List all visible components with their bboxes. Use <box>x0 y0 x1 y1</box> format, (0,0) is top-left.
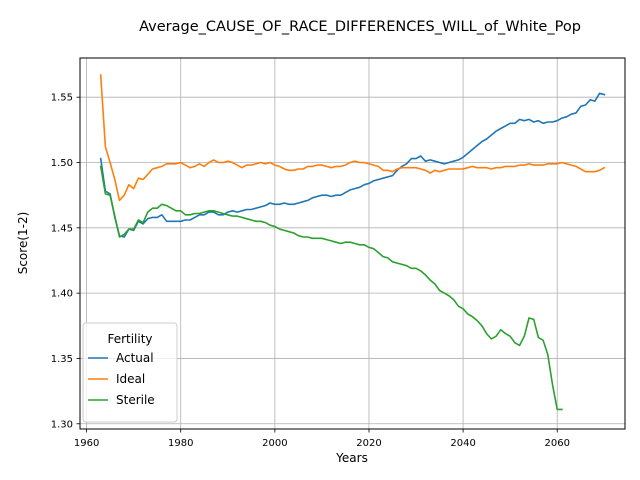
legend-entries: Actual Ideal Sterile <box>88 351 155 407</box>
x-tick-label: 2020 <box>356 438 381 449</box>
legend: Fertility Actual Ideal Sterile <box>82 322 178 423</box>
x-axis: 1960 1980 2000 2020 2040 2060 <box>74 429 570 449</box>
plot-area-frame <box>79 57 626 430</box>
x-tick-label: 2000 <box>262 438 287 449</box>
y-tick-label: 1.45 <box>51 223 73 234</box>
chart-title: Average_CAUSE_OF_RACE_DIFFERENCES_WILL_o… <box>139 19 581 35</box>
y-tick-label: 1.30 <box>51 419 73 430</box>
series-line-sterile <box>99 165 563 411</box>
series-line-actual <box>99 92 606 238</box>
x-tick-label: 2060 <box>545 438 570 449</box>
y-tick-label: 1.35 <box>51 354 73 365</box>
y-axis-label: Score(1-2) <box>16 212 30 275</box>
y-tick-label: 1.40 <box>51 289 73 300</box>
x-tick-label: 1980 <box>168 438 193 449</box>
legend-title: Fertility <box>107 332 152 346</box>
legend-box <box>82 322 178 423</box>
x-tick-label: 2040 <box>450 438 475 449</box>
legend-label-sterile: Sterile <box>116 393 155 407</box>
legend-label-ideal: Ideal <box>116 372 145 386</box>
x-tick-label: 1960 <box>74 438 99 449</box>
series-line-ideal <box>99 74 606 202</box>
x-axis-label: Years <box>335 451 368 465</box>
y-tick-label: 1.50 <box>51 158 73 169</box>
y-axis: 1.30 1.35 1.40 1.45 1.50 1.55 <box>51 93 80 430</box>
y-tick-label: 1.55 <box>51 93 73 104</box>
series-lines <box>99 74 606 411</box>
legend-label-actual: Actual <box>116 351 154 365</box>
